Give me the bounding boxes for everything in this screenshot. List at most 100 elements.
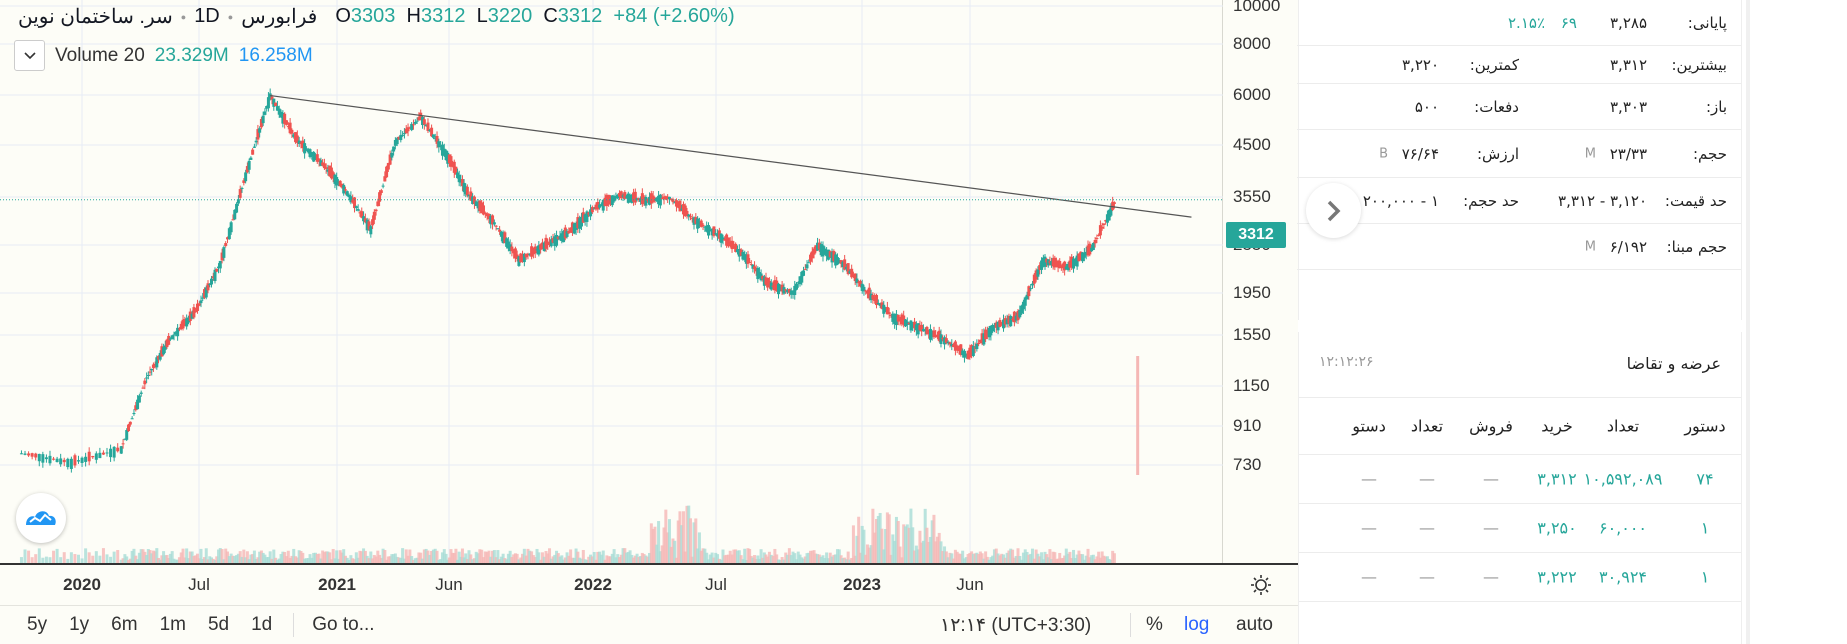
volume-bar bbox=[390, 554, 394, 563]
sun-gear-icon[interactable] bbox=[1223, 563, 1298, 605]
candle-body bbox=[632, 192, 636, 202]
volume-bar bbox=[190, 551, 194, 563]
timezone-clock[interactable]: ۱۲:۱۴ (UTC+3:30) bbox=[940, 614, 1092, 636]
candle-body bbox=[73, 455, 77, 466]
time-axis[interactable]: 2020 Jul 2021 Jun 2022 Jul 2023 Jun bbox=[0, 563, 1223, 605]
range-button-1y[interactable]: 1y bbox=[69, 614, 90, 635]
candle-body bbox=[943, 337, 947, 345]
volume-bar bbox=[685, 505, 689, 563]
volume-bar bbox=[884, 529, 888, 563]
volume-bar bbox=[183, 557, 187, 563]
price-axis-tick: 10000 bbox=[1233, 0, 1281, 15]
time-axis-tick: 2020 bbox=[63, 575, 101, 594]
volume-bar bbox=[290, 555, 294, 563]
goto-button[interactable]: Go to... bbox=[312, 614, 375, 635]
candle-body bbox=[1084, 251, 1088, 256]
candle-body bbox=[437, 141, 441, 148]
price-plot[interactable] bbox=[0, 0, 1223, 563]
orderbook-column-header[interactable]: تعداد bbox=[1410, 416, 1444, 436]
candle-body bbox=[353, 197, 357, 209]
candle-body bbox=[830, 252, 834, 263]
orderbook-cell: — bbox=[1419, 567, 1435, 587]
volume-bar bbox=[155, 548, 159, 563]
candle-body bbox=[388, 154, 392, 165]
volume-bar bbox=[802, 558, 806, 563]
volume-bar bbox=[505, 559, 509, 563]
interval-label[interactable]: 1D bbox=[194, 5, 220, 27]
volume-bar bbox=[469, 554, 473, 563]
volume-bar bbox=[283, 552, 287, 563]
orderbook-column-header[interactable]: فروش bbox=[1469, 416, 1513, 436]
volume-bar bbox=[696, 548, 700, 563]
candle-body bbox=[449, 156, 453, 167]
tradingview-logo-icon[interactable] bbox=[16, 493, 66, 543]
volume-bar bbox=[220, 549, 224, 563]
orderbook-column-header[interactable]: دستو bbox=[1352, 416, 1386, 436]
volume-bar bbox=[268, 551, 272, 563]
volume-bar bbox=[975, 552, 979, 563]
chevron-down-icon[interactable] bbox=[14, 40, 45, 71]
volume-bar bbox=[231, 555, 235, 563]
candle-body bbox=[194, 310, 198, 313]
panel-scrollbar[interactable] bbox=[1746, 0, 1750, 644]
candle-body bbox=[37, 453, 41, 462]
candle-body bbox=[1003, 318, 1007, 325]
stats-value: ۳,۳۱۲ bbox=[1610, 55, 1647, 74]
volume-bar bbox=[1077, 550, 1081, 563]
range-button-5d[interactable]: 5d bbox=[207, 614, 230, 635]
candle-body bbox=[964, 354, 968, 356]
price-chart-svg[interactable] bbox=[0, 0, 1223, 563]
candle-body bbox=[1036, 269, 1040, 277]
candle-body bbox=[244, 172, 248, 182]
volume-bar bbox=[317, 553, 321, 563]
volume-bar bbox=[542, 556, 546, 563]
orderbook-column-header[interactable]: تعداد bbox=[1606, 416, 1640, 436]
volume-bar bbox=[263, 554, 267, 563]
range-button-5y[interactable]: 5y bbox=[27, 614, 48, 635]
time-axis-tick: 2023 bbox=[843, 575, 881, 594]
candle-body bbox=[778, 286, 782, 291]
chevron-right-icon[interactable] bbox=[1306, 183, 1361, 238]
candle-body bbox=[217, 266, 221, 269]
orderbook-column-header[interactable]: دستور bbox=[1684, 416, 1726, 436]
range-button-1d[interactable]: 1d bbox=[251, 614, 273, 635]
range-button-1m[interactable]: 1m bbox=[159, 614, 186, 635]
volume-bar bbox=[199, 548, 203, 563]
candle-body bbox=[119, 446, 123, 454]
volume-bar bbox=[1088, 557, 1092, 563]
volume-bar bbox=[971, 553, 975, 563]
volume-bar bbox=[492, 550, 496, 563]
candle-body bbox=[666, 196, 670, 199]
volume-bar bbox=[419, 552, 423, 563]
candle-body bbox=[481, 205, 485, 215]
candle-body bbox=[1018, 309, 1022, 318]
stats-value: ۷۶/۶۴ bbox=[1401, 144, 1439, 163]
stats-row: حجم مبنا: ۶/۱۹۲ M bbox=[1297, 224, 1741, 270]
orderbook-column-header[interactable]: خرید bbox=[1541, 416, 1573, 436]
price-axis[interactable]: 1000080006000450035502550195015501150910… bbox=[1223, 0, 1298, 563]
candle-body bbox=[378, 192, 382, 202]
volume-bar bbox=[304, 558, 308, 563]
candle-body bbox=[594, 204, 598, 210]
volume-bar bbox=[406, 555, 410, 563]
candle-body bbox=[404, 128, 408, 134]
candle-body bbox=[885, 307, 889, 315]
candle-body bbox=[683, 205, 687, 217]
candle-body bbox=[846, 263, 850, 275]
symbol-name[interactable]: سر. ساختمان نوین bbox=[18, 6, 173, 28]
symbol-info-panel: پایانی: ۳,۲۸۵ ۶۹ ۲.۱۵٪ بیشترین: ۳,۳۱۲ کمترین: ۳… bbox=[1297, 0, 1847, 644]
volume-bar bbox=[894, 516, 898, 563]
bottom-toolbar: 5y 1y 6m 1m 5d 1d Go to... ۱۲:۱۴ (UTC+3:30) %… bbox=[0, 605, 1298, 644]
candle-body bbox=[23, 453, 27, 455]
volume-bar bbox=[701, 548, 705, 563]
range-button-6m[interactable]: 6m bbox=[111, 614, 138, 635]
candle-body bbox=[793, 285, 797, 296]
candle-body bbox=[326, 169, 330, 172]
percent-toggle[interactable]: % bbox=[1146, 614, 1163, 635]
auto-toggle[interactable]: auto bbox=[1236, 614, 1273, 635]
candle-body bbox=[1093, 239, 1097, 244]
volume-bar bbox=[421, 558, 425, 563]
volume-bar bbox=[640, 552, 644, 563]
orderbook-time: ۱۲:۱۲:۲۶ bbox=[1319, 354, 1374, 370]
log-toggle[interactable]: log bbox=[1184, 614, 1210, 635]
